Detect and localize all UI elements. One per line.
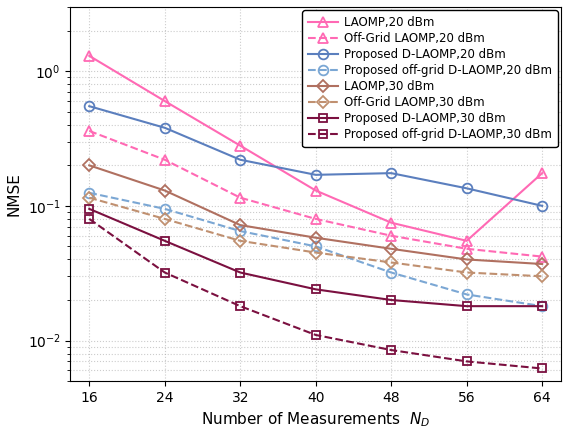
LAOMP,30 dBm [463, 257, 470, 262]
Proposed off-grid D-LAOMP,30 dBm [539, 366, 546, 371]
Proposed D-LAOMP,20 dBm [161, 125, 168, 130]
Off-Grid LAOMP,20 dBm [388, 233, 395, 238]
Off-Grid LAOMP,30 dBm [86, 195, 93, 200]
Proposed D-LAOMP,20 dBm [539, 203, 546, 208]
LAOMP,30 dBm [161, 188, 168, 193]
Proposed D-LAOMP,30 dBm [388, 297, 395, 303]
Line: LAOMP,30 dBm: LAOMP,30 dBm [85, 161, 546, 268]
Proposed D-LAOMP,20 dBm [312, 172, 319, 177]
Proposed D-LAOMP,30 dBm [463, 303, 470, 309]
Off-Grid LAOMP,30 dBm [161, 216, 168, 221]
Proposed off-grid D-LAOMP,20 dBm [388, 270, 395, 275]
Proposed off-grid D-LAOMP,30 dBm [86, 216, 93, 221]
Off-Grid LAOMP,20 dBm [312, 216, 319, 221]
Proposed off-grid D-LAOMP,30 dBm [237, 303, 244, 309]
Off-Grid LAOMP,20 dBm [86, 128, 93, 133]
Proposed off-grid D-LAOMP,30 dBm [161, 270, 168, 275]
Line: Proposed D-LAOMP,30 dBm: Proposed D-LAOMP,30 dBm [85, 204, 546, 310]
Proposed D-LAOMP,20 dBm [463, 186, 470, 191]
Line: LAOMP,20 dBm: LAOMP,20 dBm [85, 51, 547, 246]
Y-axis label: NMSE: NMSE [7, 172, 22, 216]
LAOMP,20 dBm [463, 238, 470, 243]
Proposed D-LAOMP,20 dBm [388, 170, 395, 176]
Proposed off-grid D-LAOMP,20 dBm [86, 190, 93, 195]
Off-Grid LAOMP,20 dBm [161, 157, 168, 162]
Proposed D-LAOMP,30 dBm [86, 206, 93, 211]
Off-Grid LAOMP,30 dBm [388, 260, 395, 265]
Proposed off-grid D-LAOMP,30 dBm [312, 332, 319, 337]
LAOMP,30 dBm [86, 163, 93, 168]
Off-Grid LAOMP,30 dBm [312, 250, 319, 255]
Line: Off-Grid LAOMP,30 dBm: Off-Grid LAOMP,30 dBm [85, 194, 546, 280]
Line: Proposed D-LAOMP,20 dBm: Proposed D-LAOMP,20 dBm [85, 101, 547, 211]
Proposed D-LAOMP,30 dBm [161, 238, 168, 243]
X-axis label: Number of Measurements  $N_D$: Number of Measurements $N_D$ [201, 410, 431, 429]
LAOMP,30 dBm [312, 235, 319, 240]
Legend: LAOMP,20 dBm, Off-Grid LAOMP,20 dBm, Proposed D-LAOMP,20 dBm, Proposed off-grid : LAOMP,20 dBm, Off-Grid LAOMP,20 dBm, Pro… [302, 10, 558, 147]
Off-Grid LAOMP,20 dBm [539, 254, 546, 259]
Proposed D-LAOMP,30 dBm [237, 270, 244, 275]
Proposed off-grid D-LAOMP,20 dBm [161, 206, 168, 211]
LAOMP,20 dBm [161, 99, 168, 104]
LAOMP,20 dBm [86, 53, 93, 58]
Off-Grid LAOMP,30 dBm [539, 274, 546, 279]
LAOMP,20 dBm [388, 220, 395, 225]
Proposed off-grid D-LAOMP,30 dBm [463, 359, 470, 364]
Proposed off-grid D-LAOMP,20 dBm [237, 228, 244, 234]
Off-Grid LAOMP,20 dBm [237, 195, 244, 200]
Off-Grid LAOMP,30 dBm [237, 238, 244, 243]
Proposed off-grid D-LAOMP,20 dBm [539, 303, 546, 309]
Proposed D-LAOMP,30 dBm [539, 303, 546, 309]
LAOMP,20 dBm [237, 143, 244, 148]
Proposed D-LAOMP,30 dBm [312, 287, 319, 292]
Proposed off-grid D-LAOMP,20 dBm [312, 244, 319, 249]
Proposed D-LAOMP,20 dBm [86, 103, 93, 109]
Proposed off-grid D-LAOMP,30 dBm [388, 347, 395, 353]
LAOMP,30 dBm [237, 222, 244, 228]
Line: Proposed off-grid D-LAOMP,20 dBm: Proposed off-grid D-LAOMP,20 dBm [85, 188, 547, 311]
LAOMP,30 dBm [388, 246, 395, 252]
LAOMP,20 dBm [539, 170, 546, 176]
Proposed D-LAOMP,20 dBm [237, 157, 244, 162]
LAOMP,20 dBm [312, 188, 319, 193]
Proposed off-grid D-LAOMP,20 dBm [463, 292, 470, 297]
LAOMP,30 dBm [539, 262, 546, 267]
Line: Off-Grid LAOMP,20 dBm: Off-Grid LAOMP,20 dBm [85, 126, 547, 262]
Line: Proposed off-grid D-LAOMP,30 dBm: Proposed off-grid D-LAOMP,30 dBm [85, 215, 546, 373]
Off-Grid LAOMP,30 dBm [463, 270, 470, 275]
Off-Grid LAOMP,20 dBm [463, 246, 470, 252]
